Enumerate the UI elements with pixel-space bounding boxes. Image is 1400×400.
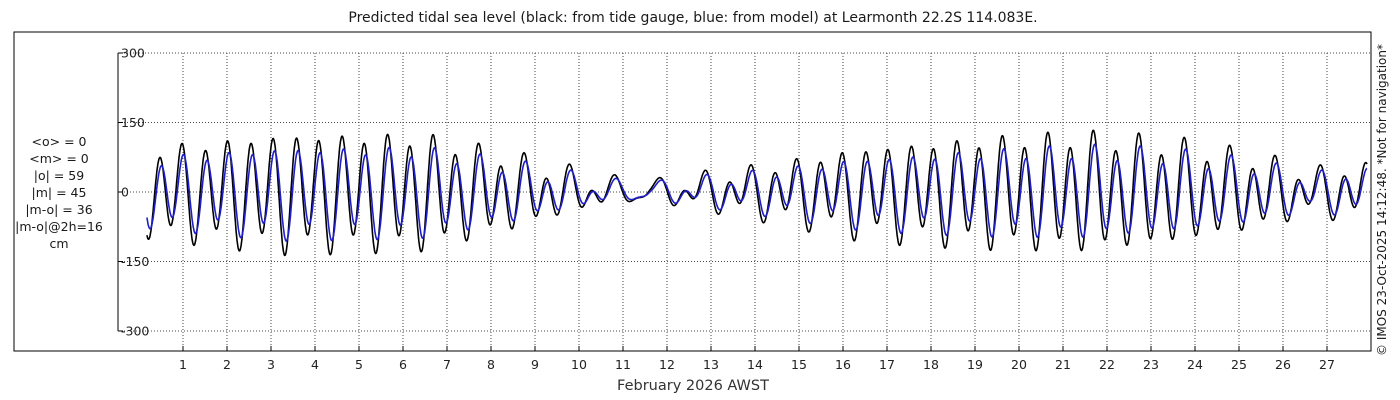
y-axis: -300 -150 0 150 300 [118,46,149,339]
x-tick-label: 24 [1187,357,1203,372]
x-tick-label: 23 [1143,357,1159,372]
statistics-panel: <o> = 0 <m> = 0 |o| = 59 |m| = 45 |m-o| … [0,133,118,252]
stat-abs-obs: |o| = 59 [33,168,85,183]
stat-abs-diff: |m-o| = 36 [25,202,93,217]
x-tick-label: 9 [531,357,539,372]
x-axis-label: February 2026 AWST [617,378,769,394]
stat-units: cm [49,236,69,251]
x-tick-label: 12 [659,357,675,372]
grid-lines [118,52,1371,351]
copyright-watermark: © IMOS 23-Oct-2025 14:12:48. *Not for na… [1375,44,1389,356]
x-tick-label: 22 [1099,357,1115,372]
x-tick-label: 1 [179,357,187,372]
x-tick-label: 26 [1275,357,1291,372]
x-tick-label: 10 [571,357,587,372]
y-tick-label: -150 [121,254,149,269]
y-tick-label: -300 [121,324,149,339]
stat-abs-model: |m| = 45 [31,185,87,200]
x-tick-label: 8 [487,357,495,372]
y-tick-label: 0 [121,185,129,200]
x-tick-label: 27 [1319,357,1335,372]
x-tick-label: 11 [615,357,631,372]
stat-mean-obs: <o> = 0 [31,134,87,149]
x-tick-label: 5 [355,357,363,372]
x-tick-label: 20 [1011,357,1027,372]
y-tick-label: 150 [121,115,145,130]
chart-title: Predicted tidal sea level (black: from t… [348,10,1038,26]
stat-mean-model: <m> = 0 [29,151,89,166]
x-axis: 1 2 3 4 5 6 7 8 9 10 11 12 13 14 15 16 17 18 19 20 21 22 23 24 2… [179,346,1335,372]
x-tick-label: 3 [267,357,275,372]
plot-frame [13,31,1372,352]
x-tick-label: 16 [835,357,851,372]
x-tick-label: 18 [923,357,939,372]
x-tick-label: 19 [967,357,983,372]
stat-abs-diff-2h: |m-o|@2h=16 [15,219,103,234]
x-tick-label: 21 [1055,357,1071,372]
x-tick-label: 6 [399,357,407,372]
x-tick-label: 13 [703,357,719,372]
x-tick-label: 25 [1231,357,1247,372]
x-tick-label: 2 [223,357,231,372]
x-tick-label: 7 [443,357,451,372]
x-tick-label: 14 [747,357,763,372]
x-tick-label: 4 [311,357,319,372]
y-tick-label: 300 [121,46,145,61]
series [146,129,1368,257]
series-line-from-model [146,143,1368,242]
x-tick-label: 17 [879,357,895,372]
x-tick-label: 15 [791,357,807,372]
